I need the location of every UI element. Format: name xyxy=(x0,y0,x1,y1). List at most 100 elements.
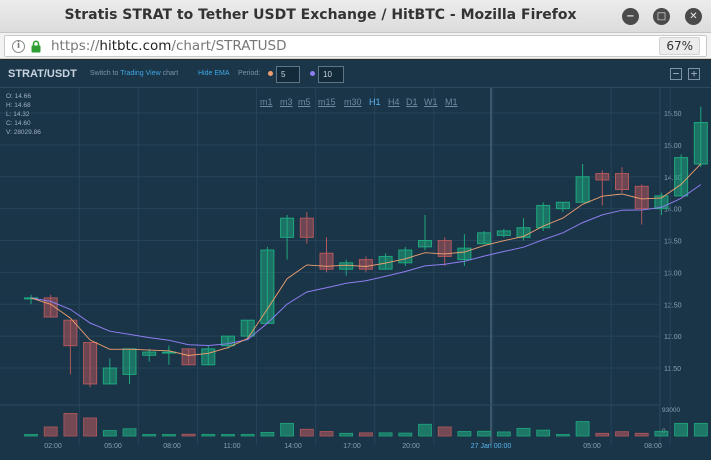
ema1-period-input[interactable]: 5 xyxy=(276,66,300,83)
volume-bar xyxy=(280,422,295,437)
x-tick-label: 02:00 xyxy=(44,443,62,450)
timeframe-m5[interactable]: m5 xyxy=(298,97,311,107)
candle-body xyxy=(319,252,334,270)
volume-tick-label: 93000 xyxy=(662,407,680,414)
candle-body xyxy=(575,176,590,203)
y-tick-label: 11.50 xyxy=(664,366,681,373)
candle-body xyxy=(457,247,472,261)
chart-toolbar: STRAT/USDT Switch to Trading View chart … xyxy=(0,60,711,88)
ohlc-close: C: 14.60 xyxy=(6,120,31,127)
candle-body xyxy=(102,367,117,385)
candle-body xyxy=(496,230,511,236)
switch-suffix: chart xyxy=(160,70,179,77)
y-tick-label: 15.50 xyxy=(664,111,682,118)
timeframe-M1[interactable]: M1 xyxy=(445,97,458,107)
volume-bar xyxy=(536,429,551,437)
candle-body xyxy=(339,262,354,270)
timeframe-H4[interactable]: H4 xyxy=(388,97,400,107)
candlestick-chart[interactable]: 15.50 15.00 14.50 14.00 13.50 13.00 12.50 12.00… xyxy=(0,60,711,460)
ema2-color-dot xyxy=(310,71,315,76)
y-tick-label: 12.00 xyxy=(664,334,682,341)
y-tick-label: 12.50 xyxy=(664,302,682,309)
candle-body xyxy=(418,240,432,248)
candle-body xyxy=(83,342,98,385)
volume-bar xyxy=(654,430,669,437)
ema1-color-dot xyxy=(268,71,273,76)
volume-bar xyxy=(299,428,314,437)
zoom-in-button[interactable]: + xyxy=(688,68,700,80)
volume-bar xyxy=(63,413,78,437)
hide-ema-link[interactable]: Hide EMA xyxy=(198,70,230,77)
timeframe-m3[interactable]: m3 xyxy=(280,97,293,107)
volume-bar xyxy=(575,421,590,437)
volume-bar xyxy=(418,423,432,437)
ema2-period-input[interactable]: 10 xyxy=(318,66,344,83)
y-tick-label: 15.00 xyxy=(664,143,682,150)
candle-body xyxy=(122,348,137,375)
candle-body xyxy=(437,240,452,257)
maximize-button[interactable]: □ xyxy=(653,8,670,25)
candle-body xyxy=(595,173,610,181)
x-tick-label: 11:00 xyxy=(224,443,241,450)
zoom-indicator[interactable]: 67% xyxy=(659,37,700,55)
y-tick-label: 13.00 xyxy=(664,270,682,277)
timeframe-H1[interactable]: H1 xyxy=(369,97,381,107)
ohlc-low: L: 14.32 xyxy=(6,111,30,118)
period-label: Period: xyxy=(238,70,261,77)
ema-line-10 xyxy=(30,184,702,347)
volume-bar xyxy=(516,427,531,437)
volume-bar xyxy=(615,431,629,437)
y-tick-label: 13.50 xyxy=(664,239,682,246)
candle-body xyxy=(477,232,492,245)
timeframe-W1[interactable]: W1 xyxy=(424,97,438,107)
close-button[interactable]: ✕ xyxy=(685,8,702,25)
candle-body xyxy=(555,201,570,210)
ohlc-open: O: 14.66 xyxy=(6,93,31,100)
switch-chart-text: Switch to Trading View chart xyxy=(90,70,178,77)
volume-bar xyxy=(102,430,117,437)
trading-view-link[interactable]: Trading View xyxy=(120,70,161,77)
timeframe-m30[interactable]: m30 xyxy=(344,97,362,107)
volume-bar xyxy=(181,433,196,437)
candle-body xyxy=(299,217,314,238)
candle-body xyxy=(536,204,551,229)
info-icon[interactable]: i xyxy=(12,40,25,53)
x-tick-label: 14:00 xyxy=(284,443,302,450)
candle-body xyxy=(398,249,413,264)
url-text[interactable]: https://hitbtc.com/chart/STRATUSD xyxy=(51,38,287,54)
volume-bar xyxy=(339,432,354,437)
volume-bar xyxy=(83,417,97,437)
candle-body xyxy=(674,157,689,197)
volume-bar xyxy=(201,434,216,437)
timeframe-D1[interactable]: D1 xyxy=(406,97,418,107)
candle-body xyxy=(358,259,373,270)
volume-bar xyxy=(24,434,38,437)
x-tick-label: 08:00 xyxy=(644,443,662,450)
navigation-bar: i https://hitbtc.com/chart/STRATUSD 67% xyxy=(0,33,711,59)
symbol-label: STRAT/USDT xyxy=(8,68,77,80)
url-path: /chart/STRATUSD xyxy=(171,38,287,54)
window-titlebar: Stratis STRAT to Tether USDT Exchange / … xyxy=(0,0,711,33)
candle-body xyxy=(201,348,216,366)
x-tick-label: 27 Jan 00:00 xyxy=(471,443,512,450)
x-tick-label: 05:00 xyxy=(583,443,601,450)
ohlc-high: H: 14.68 xyxy=(6,102,31,109)
timeframe-m15[interactable]: m15 xyxy=(318,97,336,107)
volume-bar xyxy=(142,434,157,437)
x-tick-label: 20:00 xyxy=(402,443,420,450)
timeframe-m1[interactable]: m1 xyxy=(260,97,273,107)
volume-bar xyxy=(240,434,255,437)
y-tick-label: 14.00 xyxy=(664,207,682,214)
zoom-out-button[interactable]: − xyxy=(670,68,682,80)
lock-icon xyxy=(31,40,41,53)
ema-line-5 xyxy=(30,163,702,356)
volume-bar xyxy=(477,430,492,437)
volume-bar xyxy=(378,432,393,437)
url-host: hitbtc.com xyxy=(99,38,172,54)
volume-bar xyxy=(43,426,58,437)
volume-bar xyxy=(221,434,235,437)
volume-bar xyxy=(595,432,610,437)
y-tick-label: 14.50 xyxy=(664,175,682,182)
minimize-button[interactable]: − xyxy=(622,8,639,25)
address-bar[interactable]: i https://hitbtc.com/chart/STRATUSD 67% xyxy=(4,35,707,57)
